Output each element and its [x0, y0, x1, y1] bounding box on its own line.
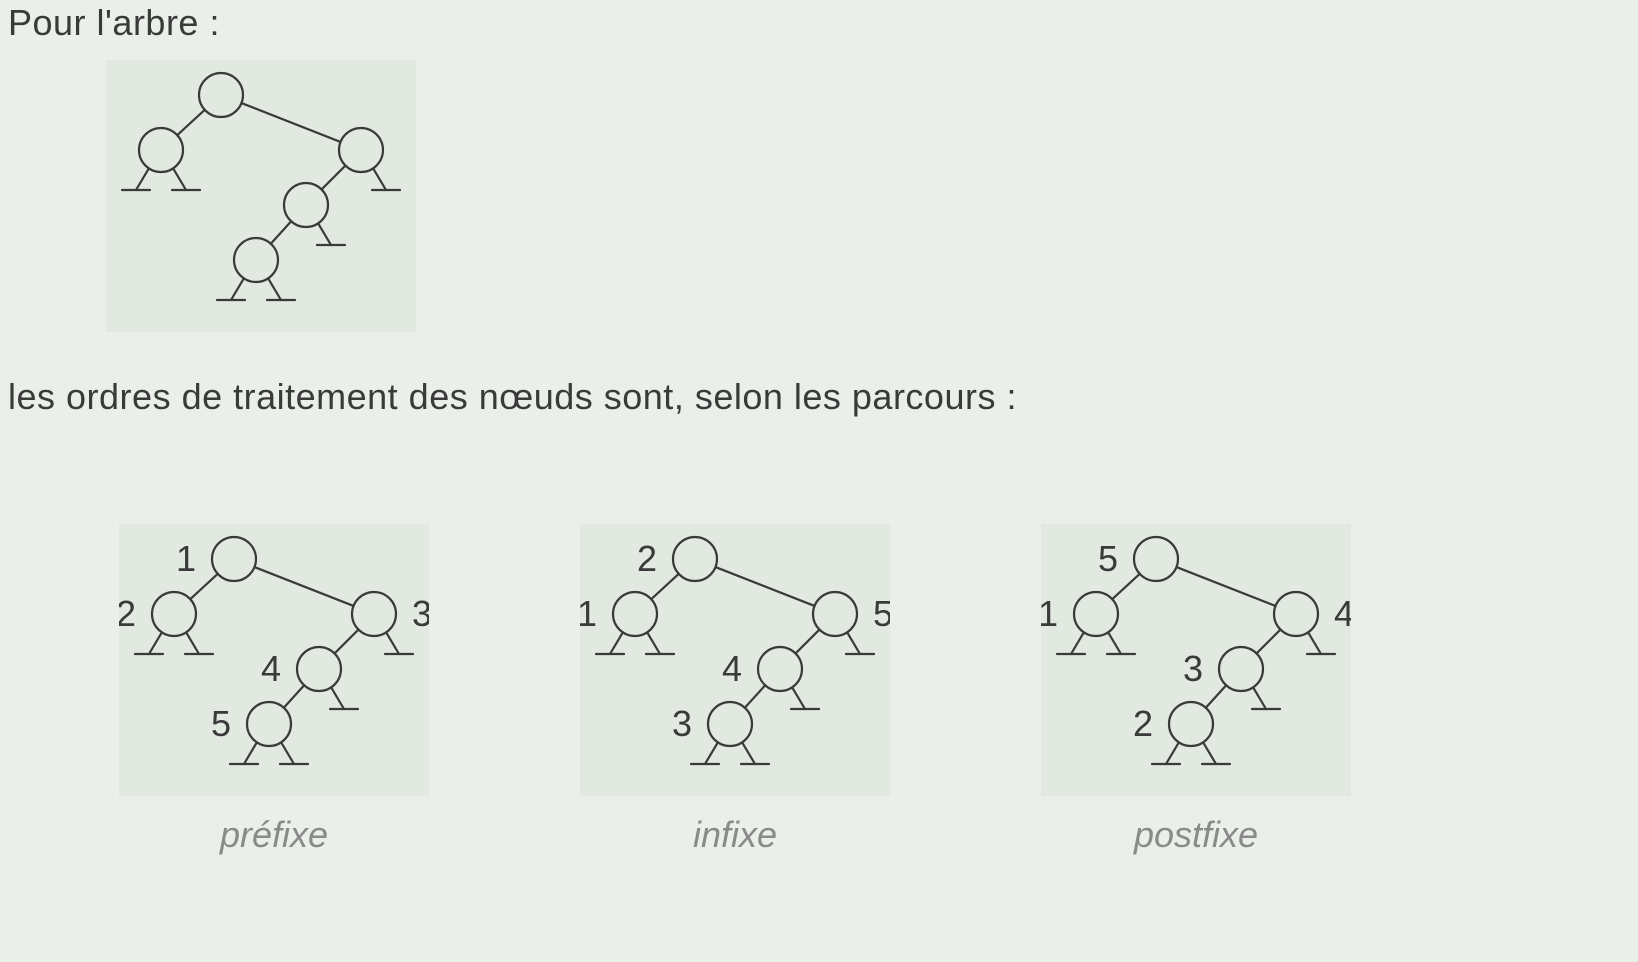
page: Pour l'arbre : les ordres de traitement … — [0, 0, 1638, 962]
tree-edge — [1257, 630, 1281, 654]
tree-node — [1134, 537, 1178, 581]
main-tree-box — [106, 60, 416, 332]
null-edge — [1166, 742, 1179, 764]
null-edge — [149, 632, 162, 654]
traversal-tree-box: 51 4 32 — [1041, 524, 1351, 796]
tree-svg: 51 4 32 — [1041, 524, 1351, 796]
tree-node — [247, 702, 291, 746]
node-order-label: 3 — [412, 593, 429, 634]
null-edge — [268, 278, 281, 300]
node-order-label: 1 — [580, 593, 597, 634]
null-edge — [186, 632, 199, 654]
tree-edge — [796, 630, 820, 654]
tree-node — [673, 537, 717, 581]
tree-node — [1074, 592, 1118, 636]
null-edge — [847, 632, 860, 654]
tree-node — [234, 238, 278, 282]
tree-node — [339, 128, 383, 172]
tree-edge — [335, 630, 359, 654]
node-order-label: 4 — [261, 648, 281, 689]
null-edge — [1108, 632, 1121, 654]
intro-text-1: Pour l'arbre : — [8, 2, 220, 44]
tree-node — [199, 73, 243, 117]
tree-edge — [745, 685, 765, 707]
tree-node — [1169, 702, 1213, 746]
node-order-label: 4 — [722, 648, 742, 689]
node-order-label: 5 — [1098, 538, 1118, 579]
tree-node — [284, 183, 328, 227]
null-edge — [136, 168, 149, 190]
tree-edge — [1176, 567, 1275, 606]
null-edge — [373, 168, 386, 190]
null-edge — [1071, 632, 1084, 654]
null-edge — [792, 687, 805, 709]
null-edge — [386, 632, 399, 654]
null-edge — [1253, 687, 1266, 709]
null-edge — [173, 168, 186, 190]
node-order-label: 5 — [211, 703, 231, 744]
tree-node — [297, 647, 341, 691]
node-order-label: 3 — [1183, 648, 1203, 689]
tree-svg: 21 5 43 — [580, 524, 890, 796]
null-edge — [231, 278, 244, 300]
null-edge — [244, 742, 257, 764]
null-edge — [610, 632, 623, 654]
node-order-label: 5 — [873, 593, 890, 634]
traversal-tree-box: 21 5 43 — [580, 524, 890, 796]
tree-edge — [322, 166, 346, 190]
null-edge — [1308, 632, 1321, 654]
tree-edge — [177, 110, 205, 135]
intro-text-2: les ordres de traitement des nœuds sont,… — [8, 376, 1017, 418]
tree-svg — [106, 60, 416, 332]
traversal-caption: infixe — [585, 814, 885, 856]
traversal-caption: postfixe — [1046, 814, 1346, 856]
tree-node — [352, 592, 396, 636]
null-edge — [331, 687, 344, 709]
tree-svg: 12 3 45 — [119, 524, 429, 796]
tree-edge — [715, 567, 814, 606]
tree-edge — [254, 567, 353, 606]
tree-node — [152, 592, 196, 636]
tree-node — [813, 592, 857, 636]
traversal-caption: préfixe — [124, 814, 424, 856]
tree-edge — [284, 685, 304, 707]
null-edge — [647, 632, 660, 654]
tree-node — [139, 128, 183, 172]
tree-edge — [1206, 685, 1226, 707]
tree-edge — [271, 221, 291, 243]
tree-node — [758, 647, 802, 691]
tree-edge — [241, 103, 340, 142]
traversal-tree-box: 12 3 45 — [119, 524, 429, 796]
node-order-label: 2 — [637, 538, 657, 579]
tree-node — [1219, 647, 1263, 691]
node-order-label: 1 — [176, 538, 196, 579]
tree-node — [212, 537, 256, 581]
node-order-label: 4 — [1334, 593, 1351, 634]
null-edge — [1203, 742, 1216, 764]
null-edge — [318, 223, 331, 245]
node-order-label: 1 — [1041, 593, 1058, 634]
tree-node — [1274, 592, 1318, 636]
null-edge — [705, 742, 718, 764]
node-order-label: 2 — [1133, 703, 1153, 744]
tree-node — [613, 592, 657, 636]
null-edge — [742, 742, 755, 764]
node-order-label: 2 — [119, 593, 136, 634]
tree-node — [708, 702, 752, 746]
node-order-label: 3 — [672, 703, 692, 744]
null-edge — [281, 742, 294, 764]
